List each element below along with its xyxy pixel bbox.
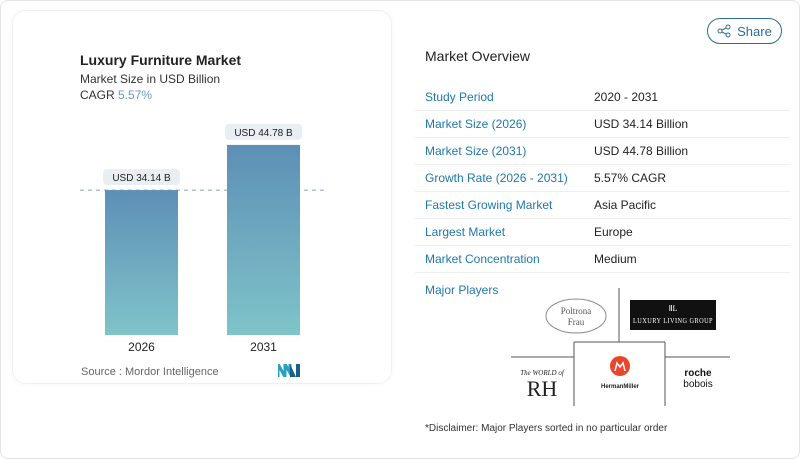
row-label: Market Size (2026) bbox=[425, 117, 527, 131]
cagr-value: 5.57% bbox=[118, 88, 153, 102]
row-label: Market Size (2031) bbox=[425, 144, 527, 158]
row-value: Medium bbox=[594, 252, 637, 266]
x-tick-label: 2026 bbox=[128, 340, 155, 354]
row-value: 5.57% CAGR bbox=[594, 171, 667, 185]
bar-2026 bbox=[105, 190, 178, 335]
row-label: Market Concentration bbox=[425, 252, 540, 266]
row-value: Asia Pacific bbox=[594, 198, 657, 212]
cagr: CAGR 5.57% bbox=[80, 88, 152, 102]
overview-row: Largest Market Europe bbox=[415, 219, 790, 246]
overview-table: Study Period 2020 - 2031 Market Size (2026… bbox=[415, 84, 790, 273]
major-players-label: Major Players bbox=[425, 283, 499, 297]
row-value: Europe bbox=[594, 225, 633, 239]
overview-row: Market Size (2026) USD 34.14 Billion bbox=[415, 111, 790, 138]
data-label-bg bbox=[225, 123, 302, 140]
row-label: Study Period bbox=[425, 90, 494, 104]
overview-row: Study Period 2020 - 2031 bbox=[415, 84, 790, 111]
overview-row: Market Size (2031) USD 44.78 Billion bbox=[415, 138, 790, 165]
cagr-label: CAGR bbox=[80, 88, 115, 102]
share-icon bbox=[717, 24, 731, 38]
overview-row: Market Concentration Medium bbox=[415, 246, 790, 273]
data-label: USD 44.78 B bbox=[234, 128, 293, 139]
x-tick-label: 2031 bbox=[250, 340, 277, 354]
row-label: Largest Market bbox=[425, 225, 506, 239]
disclaimer: *Disclaimer: Major Players sorted in no … bbox=[425, 423, 668, 434]
chart-subtitle: Market Size in USD Billion bbox=[80, 72, 221, 86]
overview-row: Growth Rate (2026 - 2031) 5.57% CAGR bbox=[415, 165, 790, 192]
overview-row: Fastest Growing Market Asia Pacific bbox=[415, 192, 790, 219]
share-button[interactable]: Share bbox=[707, 18, 782, 44]
row-label: Growth Rate (2026 - 2031) bbox=[425, 171, 568, 185]
mordor-logo-icon bbox=[278, 364, 300, 377]
row-value: USD 44.78 Billion bbox=[594, 144, 689, 158]
share-label: Share bbox=[737, 23, 772, 39]
data-label-bg bbox=[103, 169, 180, 186]
chart-source: Source : Mordor Intelligence bbox=[81, 366, 219, 378]
row-value: USD 34.14 Billion bbox=[594, 117, 689, 131]
data-label: USD 34.14 B bbox=[112, 173, 171, 184]
bar-chart: USD 34.14 B 2026 USD 44.78 B 2031 bbox=[80, 123, 328, 354]
row-label: Fastest Growing Market bbox=[425, 198, 553, 212]
bar-2031 bbox=[227, 144, 300, 335]
row-value: 2020 - 2031 bbox=[594, 90, 659, 104]
chart-title: Luxury Furniture Market bbox=[80, 52, 242, 68]
chart-card bbox=[12, 10, 392, 384]
overview-title: Market Overview bbox=[425, 48, 531, 64]
